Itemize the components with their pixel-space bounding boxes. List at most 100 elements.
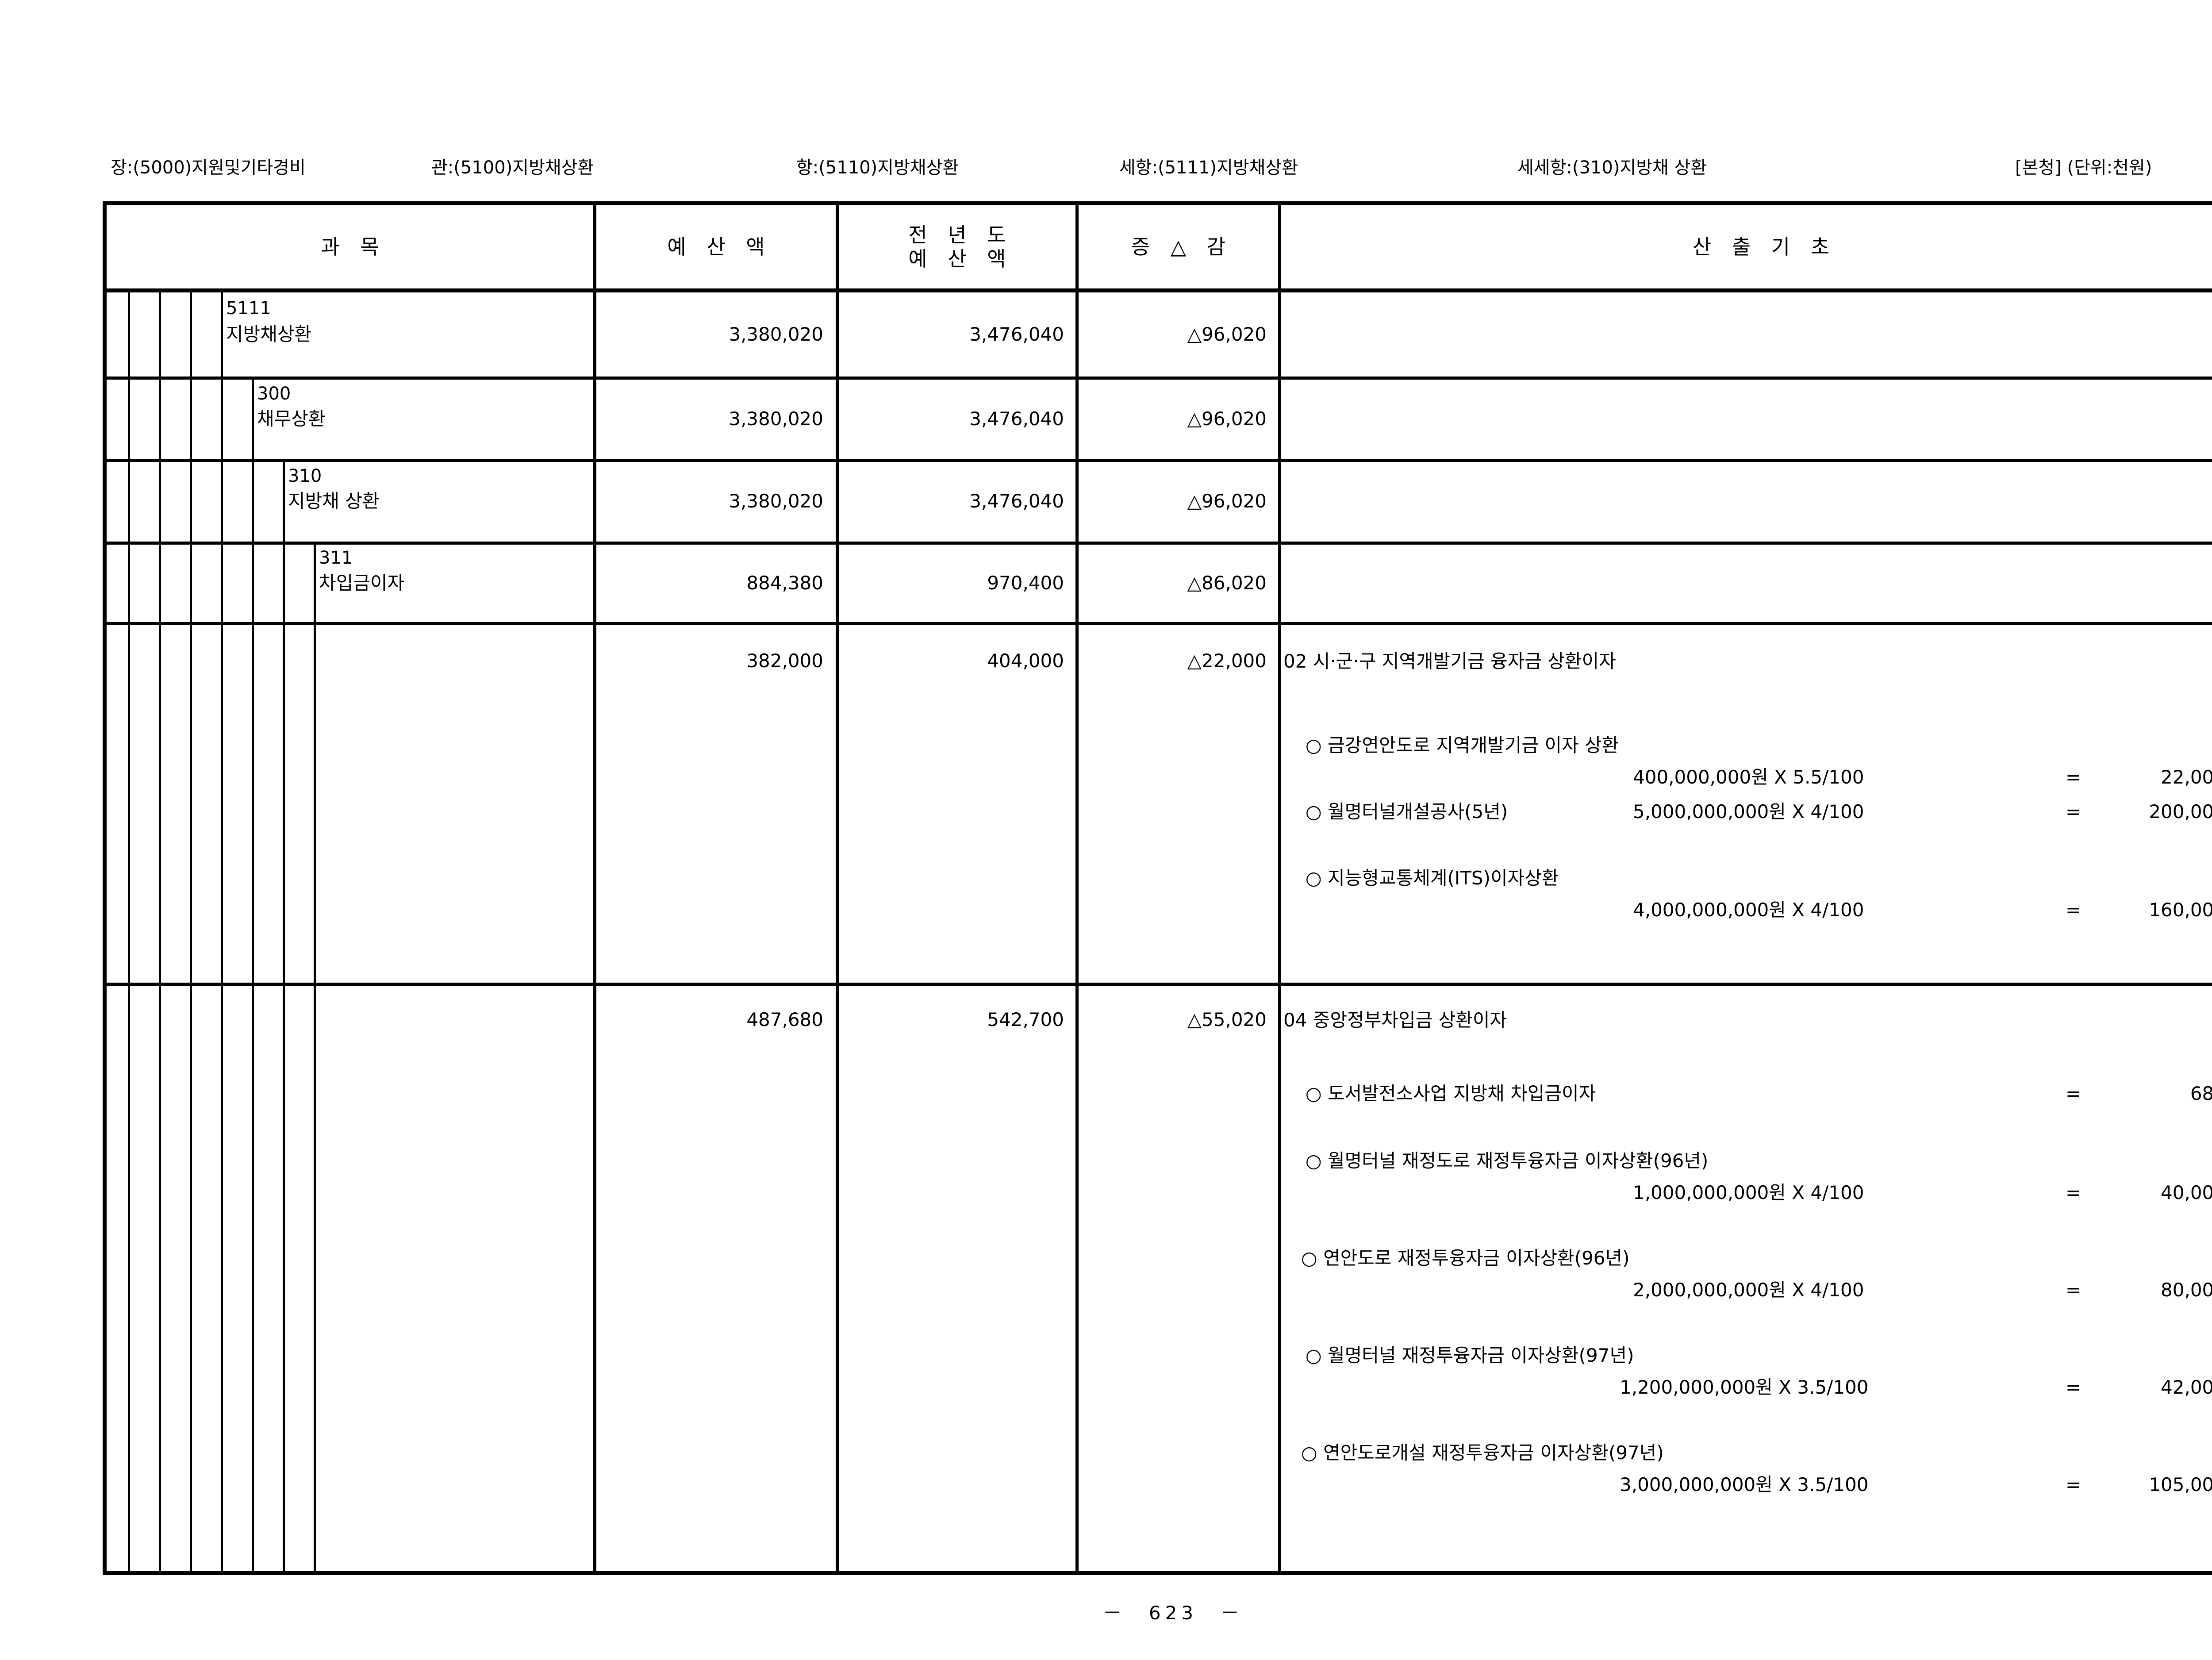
col-header-subject-label: 과 목 — [321, 234, 386, 259]
indent-line-1 — [128, 292, 130, 1571]
detail-item-label: ○ 월명터널 재정도로 재정투융자금 이자상환(96년) — [1306, 1150, 1709, 1172]
detail-item-formula: 2,000,000,000원 X 4/100 — [1633, 1279, 1864, 1301]
detail-item-amount: 200,000 — [2149, 801, 2212, 822]
header-office-unit: [본청] (단위:천원) — [2015, 158, 2152, 178]
budget-table: 과 목 예 산 액 전 년 도 예 산 액 증 △ 감 산 출 기 초 5111… — [103, 201, 2212, 1575]
document-header: 장:(5000)지원및기타경비 관:(5100)지방채상환 항:(5110)지방… — [0, 157, 2212, 184]
row-code: 310 — [288, 466, 322, 486]
row-budget: 884,380 — [746, 572, 823, 594]
detail-item-equals: = — [2066, 899, 2081, 921]
indent-line-6 — [283, 459, 285, 1571]
col-sep-prev — [836, 205, 839, 1571]
detail-item-label: ○ 지능형교통체계(ITS)이자상환 — [1306, 867, 1559, 889]
detail-item-label: ○ 연안도로 재정투융자금 이자상환(96년) — [1301, 1247, 1630, 1269]
detail-item-formula: 5,000,000,000원 X 4/100 — [1633, 801, 1864, 822]
detail-item-amount: 22,000 — [2161, 766, 2212, 788]
row-prev: 970,400 — [987, 572, 1064, 594]
detail-prev: 404,000 — [987, 650, 1064, 672]
detail-item-equals: = — [2066, 1474, 2081, 1495]
detail-item-label: ○ 월명터널개설공사(5년) — [1306, 801, 1508, 822]
col-header-prev-year: 전 년 도 예 산 액 — [839, 205, 1075, 288]
header-sehang: 세항:(5111)지방채상환 — [1119, 158, 1298, 178]
row-change: △86,020 — [1187, 572, 1267, 594]
col-header-budget: 예 산 액 — [596, 205, 836, 288]
detail-item-label: ○ 금강연안도로 지역개발기금 이자 상환 — [1306, 734, 1619, 756]
detail-item-equals: = — [2066, 1376, 2081, 1398]
detail-item-label: ○ 월명터널 재정투융자금 이자상환(97년) — [1306, 1345, 1634, 1366]
row-divider — [107, 542, 2212, 545]
detail-item-formula: 400,000,000원 X 5.5/100 — [1633, 766, 1864, 788]
table-row: 310 지방채 상환 3,380,020 3,476,040 △96,020 — [107, 462, 2212, 542]
header-jang: 장:(5000)지원및기타경비 — [111, 158, 306, 178]
row-divider — [107, 377, 2212, 380]
row-budget: 3,380,020 — [729, 490, 823, 512]
indent-line-4 — [221, 292, 223, 1571]
row-divider — [107, 983, 2212, 986]
row-prev: 3,476,040 — [969, 408, 1064, 430]
detail-section: 487,680 542,700 △55,020 04 중앙정부차입금 상환이자 … — [107, 986, 2212, 1571]
row-divider — [107, 622, 2212, 625]
row-budget: 3,380,020 — [729, 323, 823, 345]
col-sep-budget — [593, 205, 596, 1571]
detail-budget: 487,680 — [746, 1009, 823, 1030]
col-header-subject: 과 목 — [107, 205, 593, 288]
detail-item-label: ○ 도서발전소사업 지방채 차입금이자 — [1306, 1083, 1596, 1104]
header-hang: 항:(5110)지방채상환 — [796, 158, 959, 178]
detail-item-amount: 42,000 — [2161, 1376, 2212, 1398]
header-gwan: 관:(5100)지방채상환 — [431, 158, 594, 178]
detail-item-label: ○ 연안도로개설 재정투융자금 이자상환(97년) — [1301, 1442, 1664, 1464]
row-change: △96,020 — [1187, 408, 1267, 430]
col-header-basis-label: 산 출 기 초 — [1692, 234, 1837, 259]
detail-change: △22,000 — [1187, 650, 1267, 672]
detail-item-equals: = — [2066, 766, 2081, 788]
detail-prev: 542,700 — [987, 1009, 1064, 1030]
detail-title: 04 중앙정부차입금 상환이자 — [1283, 1009, 1507, 1031]
detail-item-amount: 680 — [2190, 1083, 2212, 1104]
table-header-row: 과 목 예 산 액 전 년 도 예 산 액 증 △ 감 산 출 기 초 — [107, 205, 2212, 292]
detail-item-equals: = — [2066, 1182, 2081, 1203]
detail-item-amount: 105,000 — [2149, 1474, 2212, 1495]
indent-line-7 — [314, 542, 316, 1571]
row-change: △96,020 — [1187, 323, 1267, 345]
detail-section: 382,000 404,000 △22,000 02 시·군·구 지역개발기금 … — [107, 625, 2212, 983]
row-code: 311 — [319, 548, 353, 568]
detail-title: 02 시·군·구 지역개발기금 융자금 상환이자 — [1283, 650, 1616, 672]
col-header-basis: 산 출 기 초 — [1281, 205, 2212, 288]
row-prev: 3,476,040 — [969, 323, 1064, 345]
row-budget: 3,380,020 — [729, 408, 823, 430]
col-header-prev-year-line2: 예 산 액 — [908, 247, 1013, 271]
row-name: 채무상환 — [257, 408, 326, 430]
page-number: － 623 － — [1102, 1602, 1244, 1624]
detail-item-equals: = — [2066, 1279, 2081, 1301]
indent-line-5 — [252, 377, 254, 1571]
col-header-change: 증 △ 감 — [1079, 205, 1278, 288]
col-sep-basis — [1278, 205, 1281, 1571]
row-prev: 3,476,040 — [969, 490, 1064, 512]
detail-item-amount: 80,000 — [2161, 1279, 2212, 1301]
header-sesehang: 세세항:(310)지방채 상환 — [1517, 158, 1707, 178]
col-header-budget-label: 예 산 액 — [667, 234, 772, 259]
row-code: 5111 — [226, 298, 271, 319]
row-change: △96,020 — [1187, 490, 1267, 512]
row-divider — [107, 459, 2212, 462]
row-name: 지방채상환 — [226, 323, 312, 345]
detail-item-equals: = — [2066, 801, 2081, 822]
detail-item-amount: 40,000 — [2161, 1182, 2212, 1203]
detail-item-amount: 160,000 — [2149, 899, 2212, 921]
row-code: 300 — [257, 384, 291, 404]
col-sep-change — [1075, 205, 1079, 1571]
table-row: 300 채무상환 3,380,020 3,476,040 △96,020 — [107, 380, 2212, 459]
detail-item-formula: 4,000,000,000원 X 4/100 — [1633, 899, 1864, 921]
col-header-change-label: 증 △ 감 — [1131, 234, 1233, 259]
detail-item-formula: 1,000,000,000원 X 4/100 — [1633, 1182, 1864, 1203]
detail-item-equals: = — [2066, 1083, 2081, 1104]
col-header-prev-year-line1: 전 년 도 — [908, 223, 1013, 247]
indent-line-2 — [159, 292, 161, 1571]
table-row: 5111 지방채상환 3,380,020 3,476,040 △96,020 — [107, 292, 2212, 377]
indent-line-3 — [190, 292, 192, 1571]
detail-change: △55,020 — [1187, 1009, 1267, 1030]
row-name: 지방채 상환 — [288, 490, 380, 512]
table-row: 311 차입금이자 884,380 970,400 △86,020 — [107, 545, 2212, 622]
detail-item-formula: 3,000,000,000원 X 3.5/100 — [1620, 1474, 1869, 1495]
detail-item-formula: 1,200,000,000원 X 3.5/100 — [1620, 1376, 1869, 1398]
